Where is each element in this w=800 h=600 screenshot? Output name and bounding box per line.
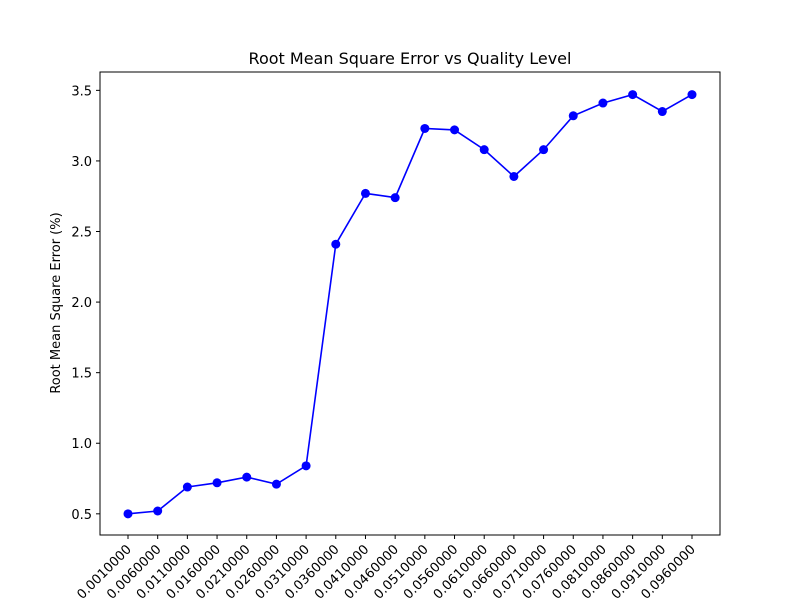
y-axis-label: Root Mean Square Error (%) <box>49 212 64 393</box>
data-point <box>390 193 400 203</box>
series-line <box>127 93 693 515</box>
series-layer <box>123 90 697 519</box>
data-point <box>687 90 697 100</box>
y-tick-label: 0.5 <box>71 508 92 523</box>
y-tick-label: 1.0 <box>71 437 92 452</box>
data-point <box>420 123 430 133</box>
data-point <box>568 111 578 121</box>
data-point <box>450 125 460 135</box>
data-point <box>657 107 667 117</box>
data-point <box>539 145 549 155</box>
y-tick-label: 2.5 <box>71 226 92 241</box>
data-point <box>331 239 341 249</box>
y-tick-label: 2.0 <box>71 296 92 311</box>
y-axis-ticks: 0.5 1.0 1.5 2.0 2.5 3.0 3.5 <box>71 84 100 523</box>
data-point <box>509 171 519 181</box>
data-point <box>212 478 222 488</box>
data-point <box>479 145 489 155</box>
y-tick-label: 3.0 <box>71 155 92 170</box>
y-tick-label: 3.5 <box>71 84 92 99</box>
data-point <box>182 482 192 492</box>
data-point <box>301 461 311 471</box>
data-point <box>628 90 638 100</box>
data-point <box>271 479 281 489</box>
plot-area-frame <box>99 71 721 536</box>
data-point <box>360 188 370 198</box>
data-point <box>242 472 252 482</box>
y-tick-label: 1.5 <box>71 367 92 382</box>
chart-title: Root Mean Square Error vs Quality Level <box>249 49 572 68</box>
data-point <box>123 509 133 519</box>
x-axis-ticks: 0.00100000.00600000.01100000.01600000.02… <box>75 535 699 600</box>
data-point <box>598 98 608 108</box>
data-point <box>153 506 163 516</box>
